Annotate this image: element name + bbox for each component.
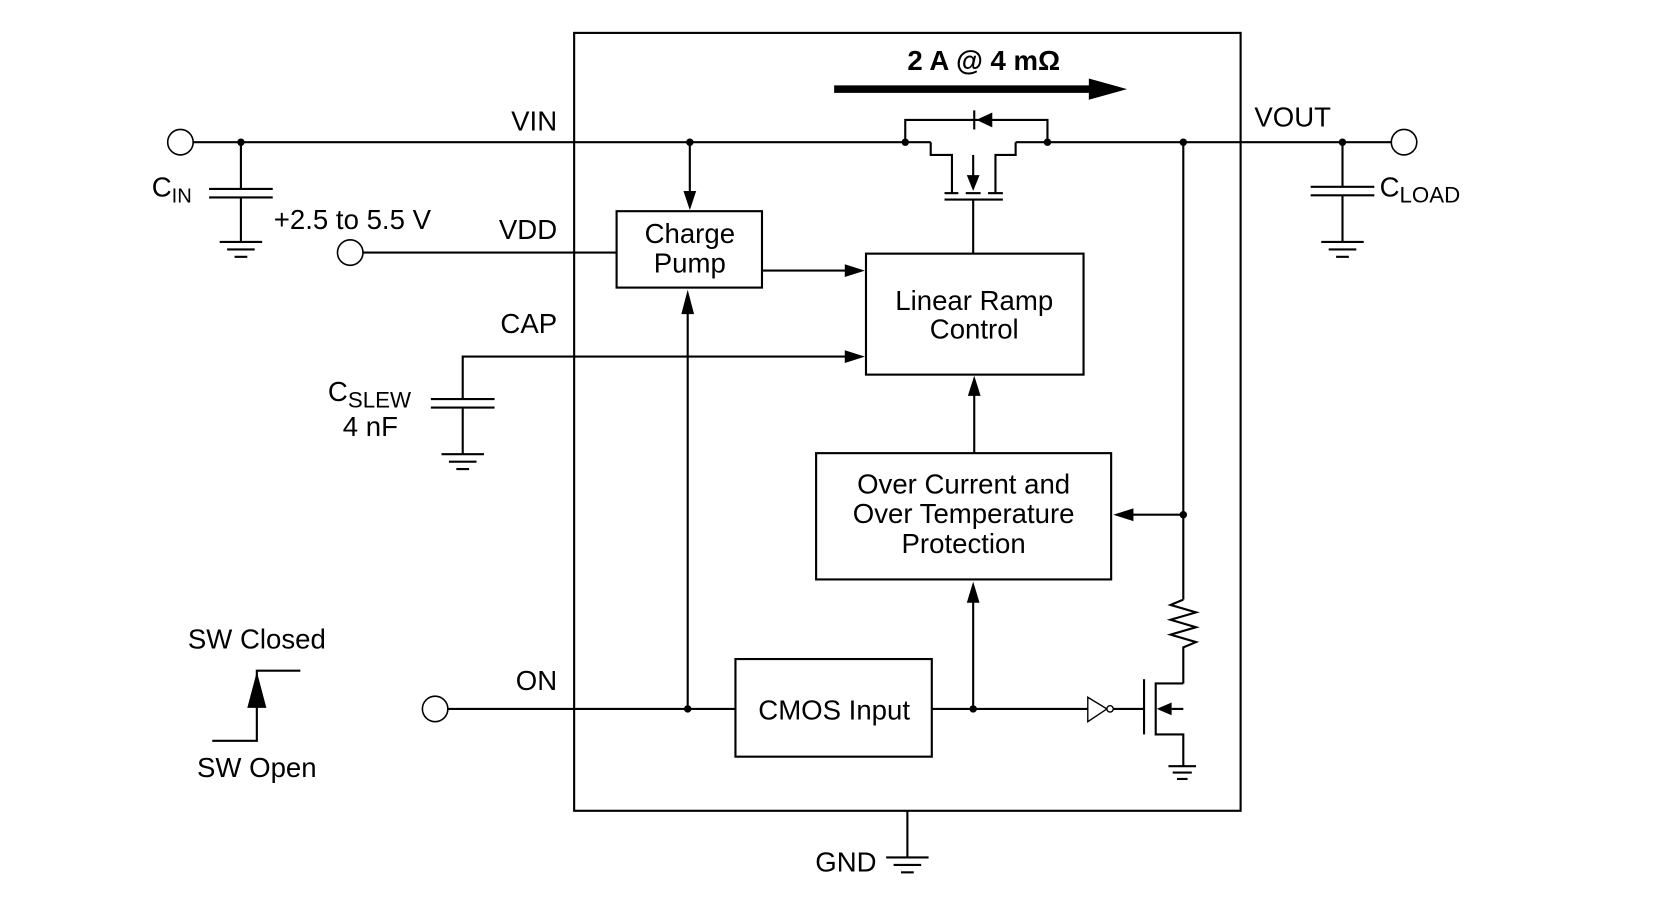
vin-terminal [166,128,194,156]
on-terminal [421,695,449,723]
current-label: 2 A @ 4 mΩ [907,45,1060,76]
cmos-input-block [734,657,933,758]
inverter-icon [1087,696,1145,723]
arrow-icon [844,264,865,277]
ground-icon [1168,765,1197,781]
vin-label: VIN [511,106,557,137]
sw-closed-label: SW Closed [188,623,326,654]
vdd-terminal [336,239,364,267]
charge-pump-block [615,210,764,289]
linear-ramp-label-2: Control [930,314,1019,345]
protection-label-1: Over Current and [857,468,1070,499]
cap-wire [461,355,850,400]
linear-ramp-label-1: Linear Ramp [895,285,1053,316]
sw-open-label: SW Open [197,752,317,783]
gnd-label: GND [815,846,876,877]
on-label: ON [516,665,557,696]
cap-label: CAP [500,308,557,339]
ground-icon [1321,240,1364,258]
current-arrow [834,78,1128,100]
arrow-icon [967,375,981,396]
arrow-icon [681,289,695,315]
cslew-value: 4 nF [343,411,398,442]
cload-label: CLOAD [1380,171,1461,207]
cslew-capacitor-icon [430,397,495,455]
step-arrow-icon [212,669,301,742]
vdd-label: VDD [499,214,557,245]
cslew-label: CSLEW [328,376,411,412]
cin-capacitor-icon [209,142,273,242]
arrow-icon [966,581,980,603]
discharge-nmos-icon [1142,679,1185,767]
protection-block [815,452,1113,581]
power-mosfet-icon [904,110,1049,254]
supply-range-label: +2.5 to 5.5 V [274,204,432,235]
protection-label-3: Protection [902,528,1026,559]
ground-icon [441,453,484,471]
vout-terminal [1390,128,1418,156]
cmos-input-label: CMOS Input [758,695,910,726]
resistor-icon [1166,598,1200,684]
charge-pump-label-1: Charge [645,218,735,249]
ground-icon [886,856,929,874]
ground-icon [219,240,263,258]
linear-ramp-control-block [864,252,1085,376]
vout-label: VOUT [1254,101,1331,132]
cload-capacitor-icon [1310,142,1375,242]
cin-label: CIN [152,171,192,207]
arrow-icon [1113,508,1134,522]
arrow-icon [844,350,865,363]
protection-label-2: Over Temperature [853,498,1075,529]
arrow-icon [683,191,697,211]
charge-pump-label-2: Pump [654,248,726,279]
